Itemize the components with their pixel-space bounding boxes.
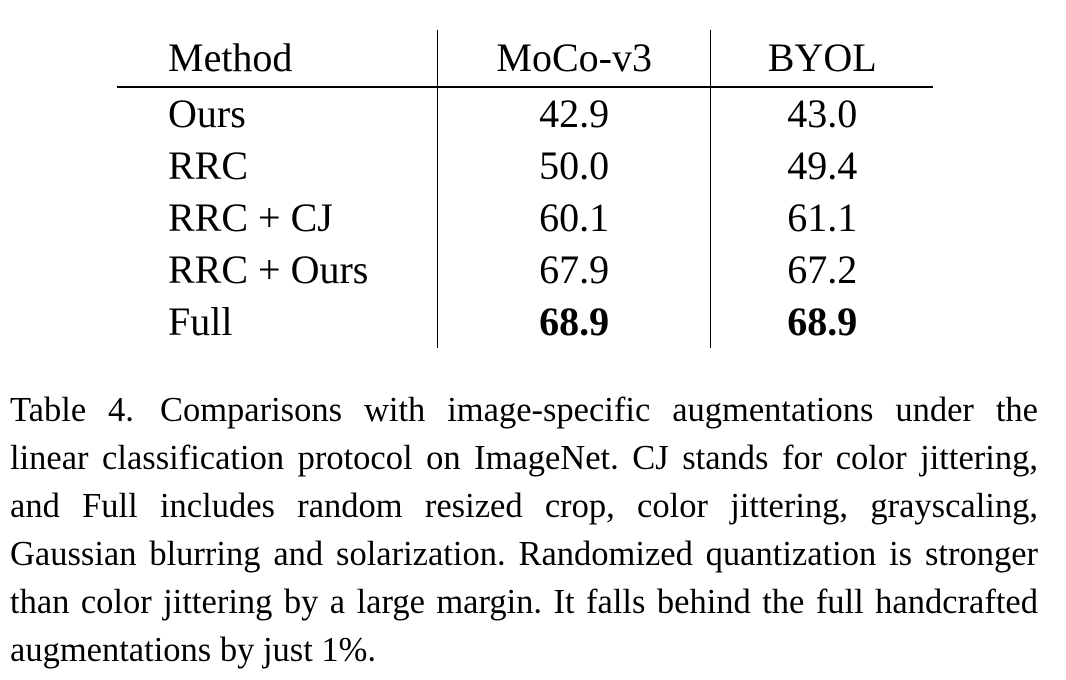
byol-cell: 43.0 (710, 87, 933, 140)
caption-text: Comparisons with image-specific augmenta… (10, 391, 1038, 669)
table-row: Full 68.9 68.9 (117, 296, 933, 348)
header-moco-v3: MoCo-v3 (436, 30, 711, 88)
table-caption: Table 4. Comparisons with image-specific … (10, 386, 1038, 674)
method-cell: RRC + CJ (168, 195, 333, 240)
table-row: RRC + CJ 60.1 61.1 (117, 192, 933, 244)
table-header-row: Method MoCo-v3 BYOL (117, 30, 933, 88)
moco-v3-cell-best: 68.9 (436, 296, 711, 348)
byol-cell: 49.4 (710, 140, 933, 192)
method-cell: Full (168, 299, 233, 344)
results-table-container: Method MoCo-v3 BYOL Ours 42.9 43.0 RRC 5… (117, 30, 933, 348)
byol-cell: 67.2 (710, 244, 933, 296)
byol-cell: 61.1 (710, 192, 933, 244)
moco-v3-cell: 42.9 (436, 87, 711, 140)
table-row: Ours 42.9 43.0 (117, 87, 933, 140)
moco-v3-cell: 50.0 (436, 140, 711, 192)
caption-label: Table 4. (10, 391, 134, 429)
method-cell: RRC (168, 143, 249, 188)
results-table: Method MoCo-v3 BYOL Ours 42.9 43.0 RRC 5… (117, 30, 933, 348)
header-method: Method (117, 30, 438, 88)
moco-v3-cell: 67.9 (436, 244, 711, 296)
table-row: RRC 50.0 49.4 (117, 140, 933, 192)
table-row: RRC + Ours 67.9 67.2 (117, 244, 933, 296)
method-cell: RRC + Ours (168, 247, 369, 292)
moco-v3-cell: 60.1 (436, 192, 711, 244)
method-cell: Ours (168, 91, 246, 136)
header-byol: BYOL (710, 30, 933, 88)
byol-cell-best: 68.9 (710, 296, 933, 348)
